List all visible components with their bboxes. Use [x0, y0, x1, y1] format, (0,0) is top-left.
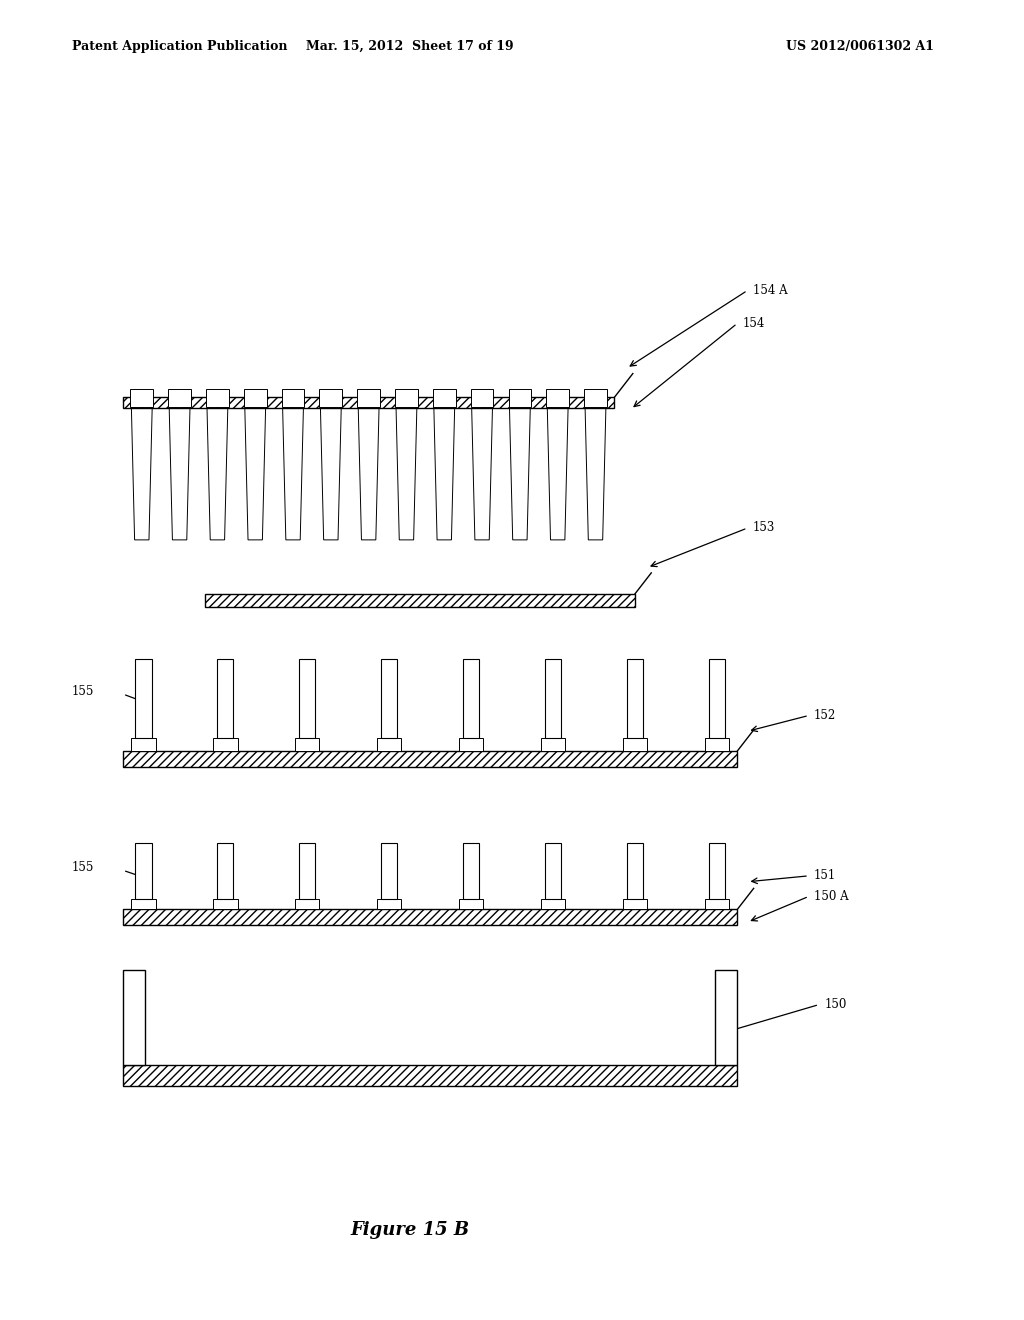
Polygon shape [207, 408, 227, 540]
Bar [381, 843, 397, 899]
Polygon shape [472, 408, 493, 540]
Bar [299, 659, 315, 738]
Bar [459, 899, 483, 909]
Bar [709, 843, 725, 899]
Bar [705, 738, 729, 751]
Text: 155: 155 [72, 861, 94, 874]
Text: 154 A: 154 A [753, 284, 787, 297]
Bar [295, 899, 319, 909]
Bar [217, 659, 233, 738]
Bar [463, 843, 479, 899]
Bar [123, 909, 737, 925]
Bar [213, 899, 238, 909]
Bar [459, 738, 483, 751]
Polygon shape [245, 408, 265, 540]
Polygon shape [547, 408, 568, 540]
Bar [123, 751, 737, 767]
Polygon shape [321, 408, 341, 540]
Bar [705, 899, 729, 909]
Bar [377, 738, 401, 751]
Bar [623, 738, 647, 751]
Text: 152: 152 [814, 709, 837, 722]
Bar [377, 899, 401, 909]
Bar [509, 389, 531, 407]
Polygon shape [283, 408, 303, 540]
Bar [471, 389, 494, 407]
Text: 151: 151 [814, 870, 837, 882]
Text: Patent Application Publication: Patent Application Publication [72, 40, 287, 53]
Bar [623, 899, 647, 909]
Bar [357, 389, 380, 407]
Bar [206, 389, 228, 407]
Bar [213, 738, 238, 751]
Text: 150: 150 [824, 998, 847, 1011]
Bar [131, 899, 156, 909]
Text: 150 A: 150 A [814, 890, 849, 903]
Polygon shape [585, 408, 606, 540]
Text: 154: 154 [742, 317, 765, 330]
Bar [463, 659, 479, 738]
Text: US 2012/0061302 A1: US 2012/0061302 A1 [786, 40, 934, 53]
Bar [545, 843, 561, 899]
Bar [381, 659, 397, 738]
Bar [168, 389, 190, 407]
Bar [541, 899, 565, 909]
Polygon shape [510, 408, 530, 540]
Bar [319, 389, 342, 407]
Bar [295, 738, 319, 751]
Bar [205, 594, 635, 607]
Polygon shape [169, 408, 190, 540]
Text: 155: 155 [72, 685, 94, 698]
Bar [123, 397, 614, 408]
Bar [123, 970, 145, 1065]
Polygon shape [396, 408, 417, 540]
Bar [547, 389, 569, 407]
Text: 153: 153 [753, 521, 775, 535]
Bar [545, 659, 561, 738]
Bar [715, 970, 737, 1065]
Bar [135, 843, 152, 899]
Bar [433, 389, 456, 407]
Bar [395, 389, 418, 407]
Bar [244, 389, 266, 407]
Bar [584, 389, 607, 407]
Bar [627, 843, 643, 899]
Polygon shape [434, 408, 455, 540]
Bar [131, 738, 156, 751]
Bar [709, 659, 725, 738]
Bar [627, 659, 643, 738]
Bar [541, 738, 565, 751]
Bar [130, 389, 154, 407]
Polygon shape [358, 408, 379, 540]
Text: Mar. 15, 2012  Sheet 17 of 19: Mar. 15, 2012 Sheet 17 of 19 [306, 40, 513, 53]
Polygon shape [131, 408, 153, 540]
Bar [123, 1065, 737, 1086]
Bar [217, 843, 233, 899]
Bar [299, 843, 315, 899]
Bar [282, 389, 304, 407]
Text: Figure 15 B: Figure 15 B [350, 1221, 469, 1239]
Bar [135, 659, 152, 738]
